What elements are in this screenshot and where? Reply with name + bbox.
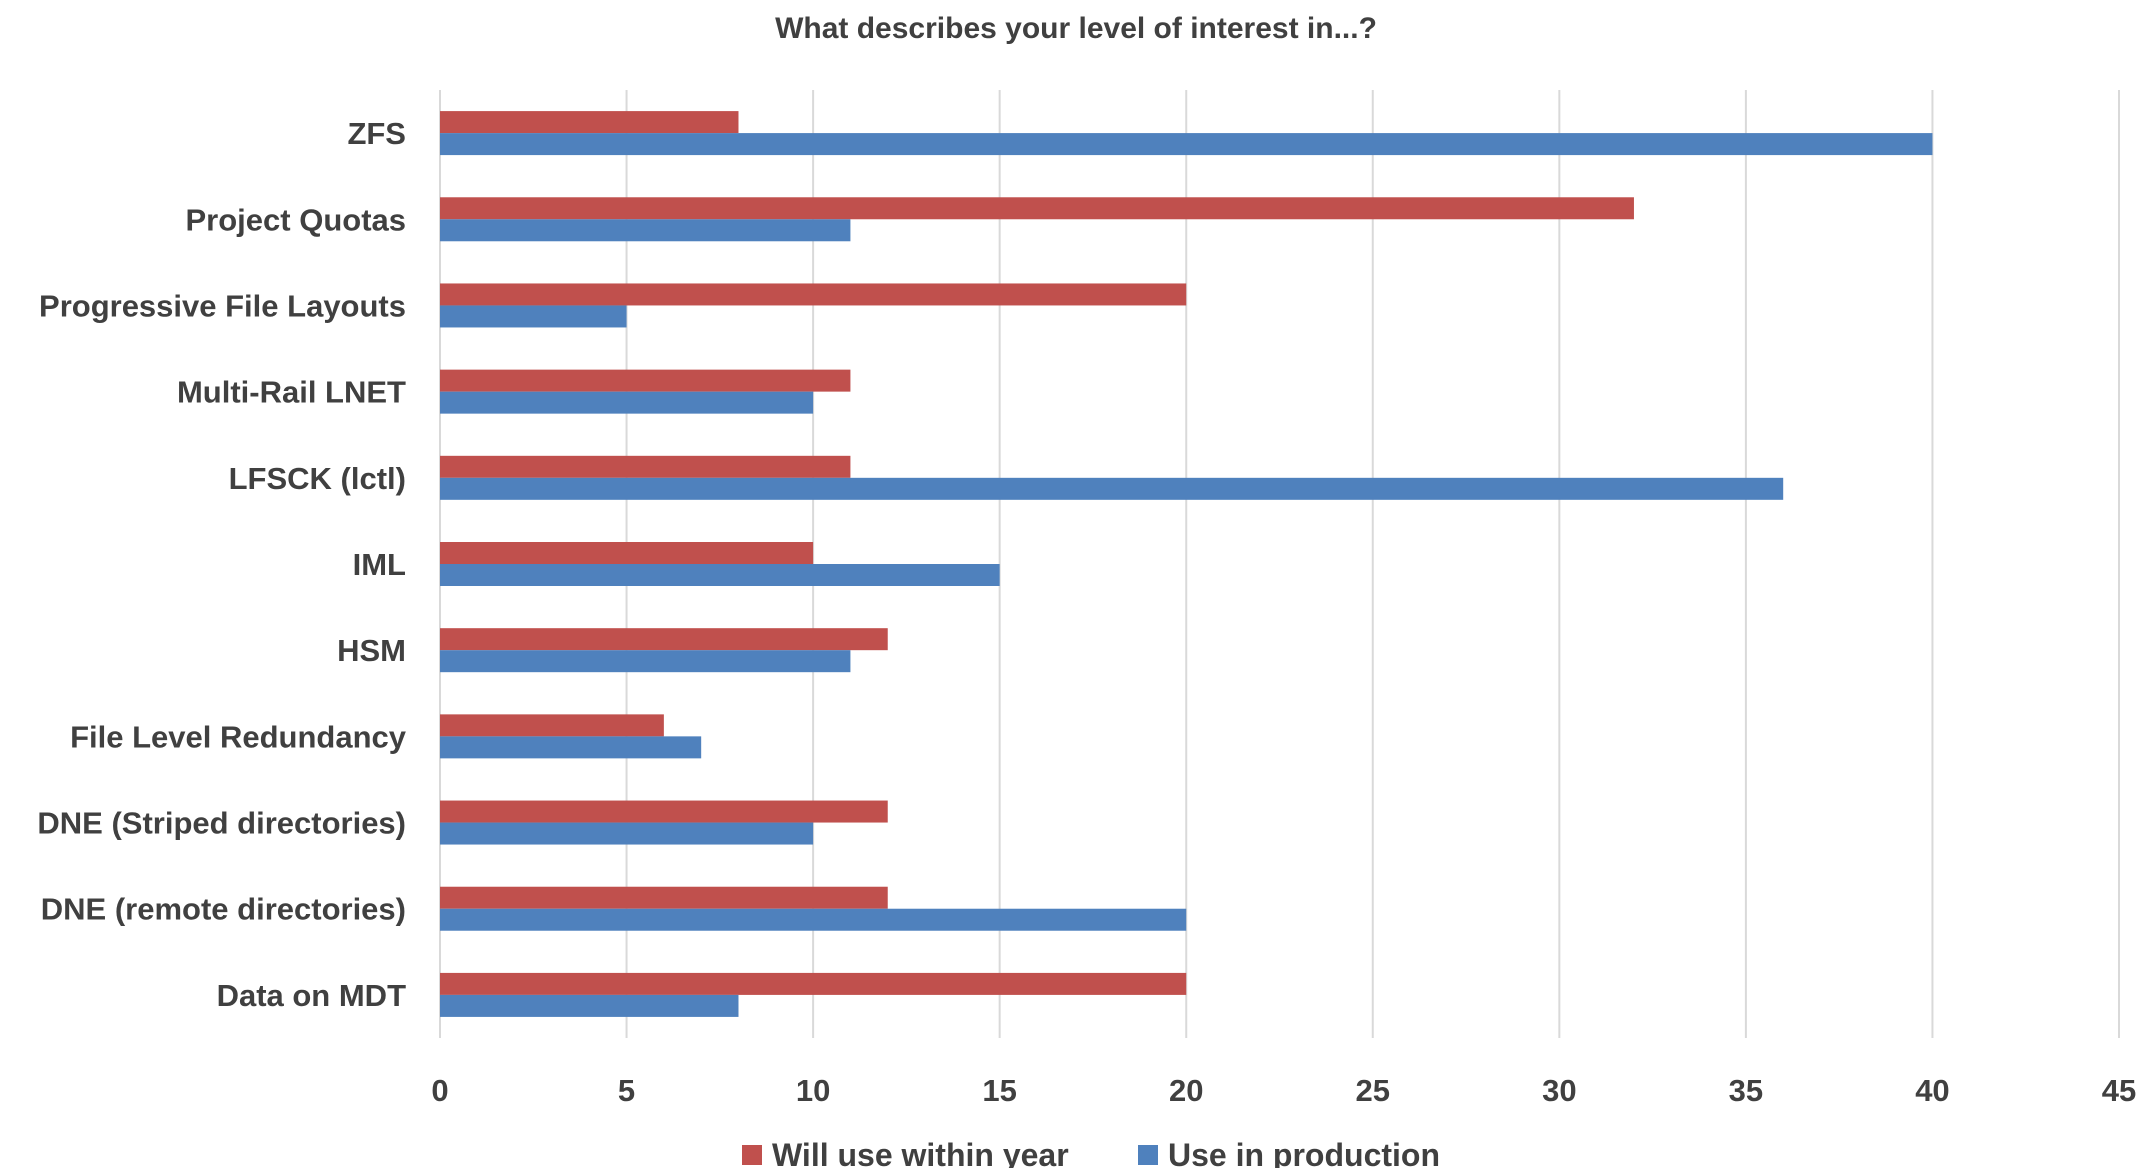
bar-use-in-production [440, 736, 702, 759]
bar-will-use-within-year [440, 283, 1187, 306]
category-label: IML [353, 547, 406, 582]
bar-will-use-within-year [440, 369, 851, 392]
legend-label: Will use within year [772, 1137, 1069, 1168]
bar-will-use-within-year [440, 542, 814, 564]
bar-use-in-production [440, 219, 851, 242]
category-label: LFSCK (lctl) [229, 461, 406, 496]
bar-use-in-production [440, 822, 814, 845]
x-tick-labels: 0 5 10 15 20 25 30 35 40 45 [431, 1073, 2136, 1108]
category-label: Project Quotas [186, 202, 407, 237]
category-labels: ZFS Project Quotas Progressive File Layout… [37, 116, 406, 1013]
gridlines [439, 90, 2120, 1038]
x-tick-label: 5 [618, 1073, 635, 1108]
bar-will-use-within-year [440, 886, 888, 909]
x-tick-label: 45 [2102, 1073, 2136, 1108]
category-label: File Level Redundancy [70, 719, 407, 754]
x-tick-label: 40 [1915, 1073, 1949, 1108]
category-label: DNE (Striped directories) [37, 806, 406, 841]
bar-will-use-within-year [440, 800, 888, 823]
category-label: Progressive File Layouts [39, 288, 406, 323]
legend-swatch [1138, 1145, 1158, 1165]
bar-use-in-production [440, 305, 627, 328]
category-label: Multi-Rail LNET [177, 375, 406, 410]
x-tick-label: 35 [1729, 1073, 1763, 1108]
bar-use-in-production [440, 391, 814, 414]
x-tick-label: 20 [1169, 1073, 1203, 1108]
legend: Will use within year Use in production [742, 1137, 1440, 1168]
legend-swatch [742, 1145, 762, 1165]
legend-label: Use in production [1168, 1137, 1440, 1168]
category-label: Data on MDT [217, 978, 407, 1013]
bar-use-in-production [440, 564, 1000, 586]
bars [440, 111, 1933, 1017]
x-tick-label: 25 [1356, 1073, 1390, 1108]
x-tick-label: 10 [796, 1073, 830, 1108]
bar-will-use-within-year [440, 972, 1187, 995]
bar-use-in-production [440, 908, 1187, 931]
bar-use-in-production [440, 994, 739, 1017]
bar-use-in-production [440, 477, 1784, 500]
category-label: DNE (remote directories) [41, 892, 406, 927]
chart-title: What describes your level of interest in… [775, 12, 1377, 45]
bar-will-use-within-year [440, 455, 851, 478]
bar-will-use-within-year [440, 628, 888, 651]
bar-use-in-production [440, 650, 851, 673]
category-label: HSM [337, 633, 406, 668]
bar-will-use-within-year [440, 111, 739, 134]
bar-will-use-within-year [440, 197, 1634, 220]
x-tick-label: 0 [431, 1073, 448, 1108]
category-label: ZFS [347, 116, 406, 151]
x-tick-label: 30 [1542, 1073, 1576, 1108]
bar-will-use-within-year [440, 714, 664, 737]
bar-use-in-production [440, 133, 1933, 156]
x-tick-label: 15 [982, 1073, 1016, 1108]
